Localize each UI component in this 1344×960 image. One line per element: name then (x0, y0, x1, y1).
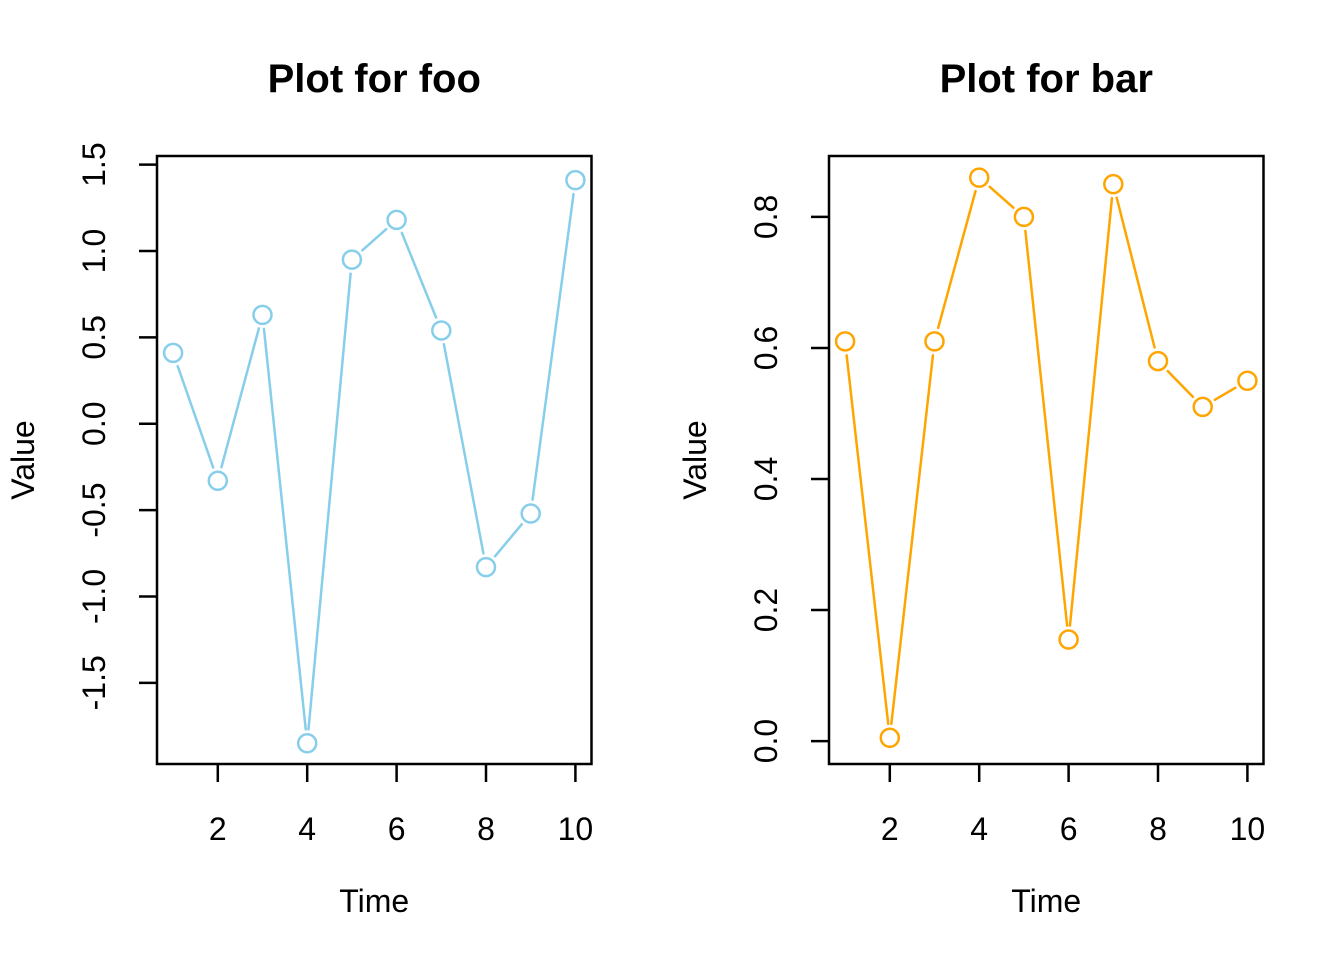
y-axis-label: Value (677, 420, 713, 499)
data-line-segment (890, 354, 935, 726)
data-line-segment (220, 327, 261, 469)
x-tick-label: 6 (388, 811, 406, 847)
data-point (341, 249, 363, 270)
y-axis-label: Value (5, 420, 41, 499)
data-point (520, 503, 541, 524)
y-axis: 0.0 0.2 0.4 0.6 0.8 (748, 195, 829, 763)
data-line (845, 185, 1237, 726)
y-tick-label: 0.6 (748, 326, 784, 370)
data-line-segment (1166, 369, 1195, 399)
x-axis: 2 4 6 8 10 (209, 764, 593, 847)
data-point (1103, 173, 1124, 195)
data-point (968, 167, 990, 188)
y-axis: -1.5 -1.0 -0.5 0.0 0.5 1.0 1.5 (76, 142, 157, 710)
x-tick-label: 8 (1149, 811, 1167, 847)
data-line-segment (988, 185, 1015, 209)
data-point (207, 470, 229, 491)
data-point (924, 331, 945, 352)
data-point (1237, 370, 1258, 391)
chart-title: Plot for bar (940, 57, 1153, 101)
data-line-segment (307, 272, 352, 731)
y-tick-label: -0.5 (76, 483, 112, 538)
data-line-segment (936, 189, 977, 330)
data-line-segment (361, 227, 388, 252)
data-point (879, 727, 901, 749)
y-tick-label: 0.2 (748, 588, 784, 632)
data-line-segment (493, 523, 523, 558)
y-tick-label: 0.0 (76, 401, 112, 445)
foo-plot-panel: Plot for foo 2 4 6 8 10 -1.5 -1.0 -0.5 0.0 0.5 1.0 1… (5, 57, 593, 919)
data-line-segment (262, 327, 307, 731)
data-point (1013, 206, 1035, 228)
x-tick-label: 6 (1060, 811, 1078, 847)
chart-title: Plot for foo (268, 57, 481, 101)
data-line (176, 192, 575, 731)
x-tick-label: 4 (298, 811, 316, 847)
data-line-segment (845, 354, 890, 726)
data-point (252, 304, 273, 326)
x-tick-label: 4 (970, 811, 988, 847)
data-point (1147, 350, 1169, 372)
data-line-segment (1115, 196, 1156, 349)
data-line-segment (442, 342, 485, 555)
x-tick-label: 8 (477, 811, 495, 847)
y-tick-label: 1.0 (76, 229, 112, 273)
data-line-segment (1024, 229, 1069, 627)
data-line-segment (1213, 386, 1237, 402)
y-tick-label: 0.0 (748, 719, 784, 763)
data-point (386, 209, 407, 231)
data-line-segment (1068, 196, 1114, 627)
bar-plot-panel: Plot for bar 2 4 6 8 10 0.0 0.2 0.4 0.6 0.8 Time Val… (677, 57, 1265, 919)
data-points (162, 169, 586, 754)
data-line-segment (531, 192, 575, 501)
y-tick-label: 0.4 (748, 457, 784, 501)
data-point (475, 556, 497, 578)
data-point (162, 342, 184, 364)
x-tick-label: 2 (209, 811, 227, 847)
plot-box (155, 154, 593, 766)
x-axis-label: Time (1011, 883, 1081, 919)
data-point (565, 169, 586, 191)
x-axis-label: Time (339, 883, 409, 919)
plot-box (827, 154, 1265, 766)
data-point (1192, 396, 1213, 418)
y-tick-label: 0.5 (76, 315, 112, 359)
y-tick-label: -1.5 (76, 655, 112, 710)
data-points (834, 167, 1258, 749)
y-tick-label: 1.5 (76, 142, 112, 186)
data-point (296, 733, 318, 754)
x-tick-label: 2 (881, 811, 899, 847)
data-point (1058, 629, 1079, 650)
data-line-segment (176, 364, 215, 469)
x-axis: 2 4 6 8 10 (881, 764, 1265, 847)
y-tick-label: 0.8 (748, 195, 784, 239)
x-tick-label: 10 (1230, 811, 1266, 847)
data-point (431, 320, 452, 341)
data-point (834, 331, 856, 352)
data-line-segment (400, 231, 438, 319)
y-tick-label: -1.0 (76, 569, 112, 624)
x-tick-label: 10 (558, 811, 594, 847)
